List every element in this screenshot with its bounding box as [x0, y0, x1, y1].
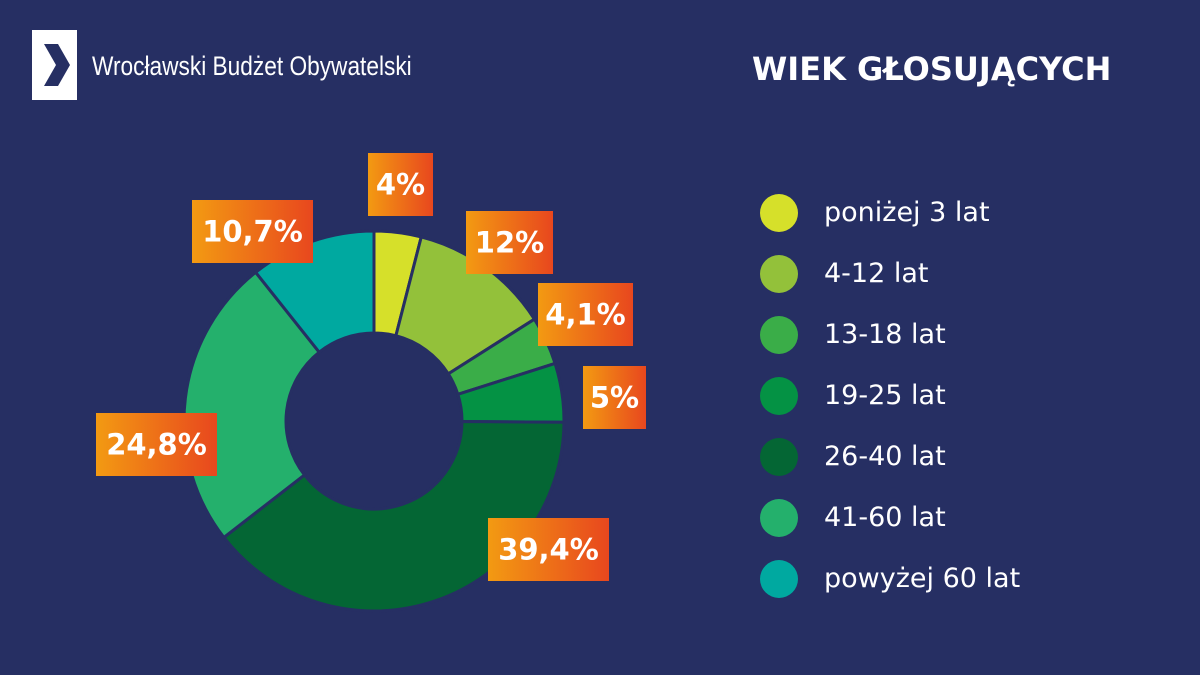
legend-item-poni-ej-3-lat: poniżej 3 lat: [760, 182, 1020, 243]
donut-chart: 4% 12% 4,1% 5% 39,4% 24,8% 10,7%: [96, 153, 646, 613]
legend-item-powy-ej-60-lat: powyżej 60 lat: [760, 548, 1020, 609]
value-label-text: 24,8%: [106, 428, 207, 462]
value-label-13-18-lat: 4,1%: [538, 283, 633, 346]
legend-swatch: [760, 193, 798, 232]
legend-swatch: [760, 498, 798, 537]
value-label-26-40-lat: 39,4%: [488, 518, 609, 581]
chart-title: WIEK GŁOSUJĄCYCH: [752, 50, 1112, 88]
legend-label: 41-60 lat: [824, 502, 946, 533]
value-label-box: [96, 413, 217, 476]
value-labels: 4% 12% 4,1% 5% 39,4% 24,8% 10,7%: [96, 153, 646, 581]
value-label-box: [583, 366, 646, 429]
legend-swatch: [760, 376, 798, 415]
value-label-poni-ej-3-lat: 4%: [368, 153, 433, 216]
value-label-text: 39,4%: [498, 533, 599, 567]
value-label-text: 12%: [475, 226, 544, 260]
value-label-box: [538, 283, 633, 346]
value-label-text: 4,1%: [545, 298, 625, 332]
value-label-box: [488, 518, 609, 581]
donut-slices: [182, 229, 566, 613]
chevron-right-icon: [44, 44, 70, 86]
legend-item-13-18-lat: 13-18 lat: [760, 304, 1020, 365]
legend-label: powyżej 60 lat: [824, 563, 1021, 594]
brand-name: Wrocławski Budżet Obywatelski: [92, 51, 412, 81]
legend-label: 4-12 lat: [824, 258, 929, 289]
legend-swatch: [760, 315, 798, 354]
value-label-box: [368, 153, 433, 216]
value-label-box: [192, 200, 313, 263]
value-label-text: 4%: [376, 168, 425, 202]
value-label-19-25-lat: 5%: [583, 366, 646, 429]
legend-item-26-40-lat: 26-40 lat: [760, 426, 1020, 487]
legend-label: 26-40 lat: [824, 441, 946, 472]
value-label-4-12-lat: 12%: [466, 211, 553, 274]
legend-swatch: [760, 254, 798, 293]
legend-item-19-25-lat: 19-25 lat: [760, 365, 1020, 426]
logo: [32, 30, 77, 100]
legend-label: 13-18 lat: [824, 319, 946, 350]
legend-swatch: [760, 437, 798, 476]
value-label-text: 10,7%: [202, 215, 303, 249]
value-label-41-60-lat: 24,8%: [96, 413, 217, 476]
value-label-powy-ej-60-lat: 10,7%: [192, 200, 313, 263]
legend-label: poniżej 3 lat: [824, 197, 990, 228]
legend-item-41-60-lat: 41-60 lat: [760, 487, 1020, 548]
legend-label: 19-25 lat: [824, 380, 946, 411]
legend-swatch: [760, 559, 798, 598]
value-label-text: 5%: [590, 381, 639, 415]
legend: poniżej 3 lat 4-12 lat 13-18 lat 19-25 lat 2…: [760, 182, 1020, 609]
legend-item-4-12-lat: 4-12 lat: [760, 243, 1020, 304]
value-label-box: [466, 211, 553, 274]
